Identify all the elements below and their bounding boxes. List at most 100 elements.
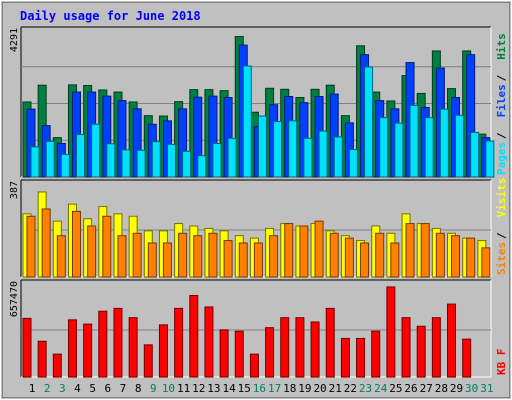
bar-fill (234, 330, 244, 378)
bar-hits-pages-day-9 (151, 141, 161, 178)
bar-fill (371, 330, 381, 378)
bar-hits-pages-day-28 (439, 108, 449, 178)
x-tick-label-day-4: 4 (74, 382, 81, 395)
bar-visits-sites-day-20 (314, 220, 324, 278)
legend-kb-f: KB F (495, 349, 508, 376)
bar-hits-pages-day-2 (45, 140, 55, 178)
bar-fill (208, 232, 218, 278)
bar-kbytes-kb-f-day-20 (310, 321, 320, 378)
bar-hits-pages-day-31 (485, 140, 495, 178)
bar-visits-sites-day-5 (87, 225, 97, 278)
bar-fill (189, 295, 199, 378)
x-tick-label-day-5: 5 (89, 382, 96, 395)
bar-visits-sites-day-27 (420, 223, 430, 278)
bar-hits-pages-day-25 (394, 122, 404, 178)
bar-visits-sites-day-7 (117, 235, 127, 278)
x-tick-label-day-27: 27 (420, 382, 433, 395)
bar-fill (67, 319, 77, 378)
bar-visits-sites-day-14 (223, 240, 233, 278)
bar-fill (41, 208, 51, 278)
x-tick-label-day-12: 12 (192, 382, 205, 395)
bar-fill (106, 143, 116, 178)
bar-hits-pages-day-20 (318, 130, 328, 178)
bar-hits-pages-day-21 (333, 136, 343, 178)
bar-fill (143, 344, 153, 378)
bar-kbytes-kb-f-day-18 (280, 317, 290, 378)
bar-kbytes-kb-f-day-30 (462, 338, 472, 378)
x-tick-label-day-6: 6 (104, 382, 111, 395)
bar-fill (219, 329, 229, 378)
bar-visits-sites-day-1 (26, 215, 36, 278)
bar-hits-pages-day-17 (273, 121, 283, 178)
bar-fill (455, 114, 465, 178)
bar-hits-pages-day-1 (30, 146, 40, 178)
bar-fill (193, 235, 203, 278)
bar-visits-sites-day-25 (390, 242, 400, 278)
bar-hits-pages-day-26 (409, 104, 419, 178)
bar-fill (151, 141, 161, 178)
legend-separator: / (495, 232, 508, 239)
bar-hits-pages-day-30 (470, 131, 480, 178)
bar-fill (22, 317, 32, 378)
bar-hits-pages-day-7 (121, 149, 131, 178)
bar-fill (318, 130, 328, 178)
bar-visits-sites-day-9 (147, 242, 157, 278)
bar-fill (416, 325, 426, 378)
panel-hits: 4291 Pages / Files / Hits (9, 26, 508, 178)
x-tick-label-day-17: 17 (268, 382, 281, 395)
bar-visits-sites-day-16 (253, 242, 263, 278)
legend-separator: / (495, 74, 508, 81)
legend-files: Files (495, 84, 508, 117)
bar-fill (60, 153, 70, 178)
bar-hits-pages-day-24 (379, 117, 389, 178)
bar-fill (310, 321, 320, 378)
x-tick-label-day-14: 14 (222, 382, 236, 395)
panel-visits: 387 Sites / Visits (9, 178, 508, 278)
bar-fill (379, 117, 389, 178)
bar-fill (136, 149, 146, 178)
bar-kbytes-kb-f-day-2 (37, 340, 47, 378)
bar-visits-sites-day-18 (284, 223, 294, 278)
bar-fill (132, 232, 142, 278)
bar-kbytes-kb-f-day-17 (265, 327, 275, 378)
x-tick-label-day-7: 7 (120, 382, 127, 395)
bar-fill (102, 215, 112, 278)
chart-title: Daily usage for June 2018 (20, 9, 201, 23)
x-axis-day-labels: 1 2 3 4 5 6 7 8 9 10 11 12 13 14 15 16 17 18 19 20 21 22 23 24 2… (29, 382, 494, 395)
bar-visits-sites-day-22 (344, 237, 354, 278)
x-tick-label-day-10: 10 (162, 382, 175, 395)
bar-fill (223, 240, 233, 278)
bar-fill (98, 310, 108, 378)
bar-fill (364, 66, 374, 178)
bar-fill (390, 242, 400, 278)
panel-kbytes-max-label: 657470 (9, 281, 20, 317)
legend-pages: Pages (495, 142, 508, 175)
bar-fill (424, 117, 434, 178)
x-tick-label-day-29: 29 (450, 382, 463, 395)
bar-kbytes-kb-f-day-7 (113, 307, 123, 378)
bar-fill (485, 140, 495, 178)
bar-fill (431, 317, 441, 378)
bar-visits-sites-day-21 (329, 232, 339, 278)
bar-fill (325, 307, 335, 378)
bar-fill (253, 242, 263, 278)
x-tick-label-day-22: 22 (344, 382, 357, 395)
bar-visits-sites-day-29 (451, 235, 461, 278)
bar-fill (439, 108, 449, 178)
bar-hits-pages-day-27 (424, 117, 434, 178)
x-tick-label-day-3: 3 (59, 382, 66, 395)
bar-kbytes-kb-f-day-13 (204, 306, 214, 378)
bar-kbytes-kb-f-day-9 (143, 344, 153, 378)
bar-fill (204, 306, 214, 378)
bar-fill (37, 340, 47, 378)
bar-hits-pages-day-18 (288, 120, 298, 178)
legend-hits: Hits (495, 33, 508, 60)
bar-kbytes-kb-f-day-26 (401, 317, 411, 378)
bar-hits-pages-day-16 (257, 115, 267, 178)
bar-fill (121, 149, 131, 178)
bar-visits-sites-day-8 (132, 232, 142, 278)
bar-fill (227, 137, 237, 178)
bar-fill (314, 220, 324, 278)
bar-hits-pages-day-14 (227, 137, 237, 178)
